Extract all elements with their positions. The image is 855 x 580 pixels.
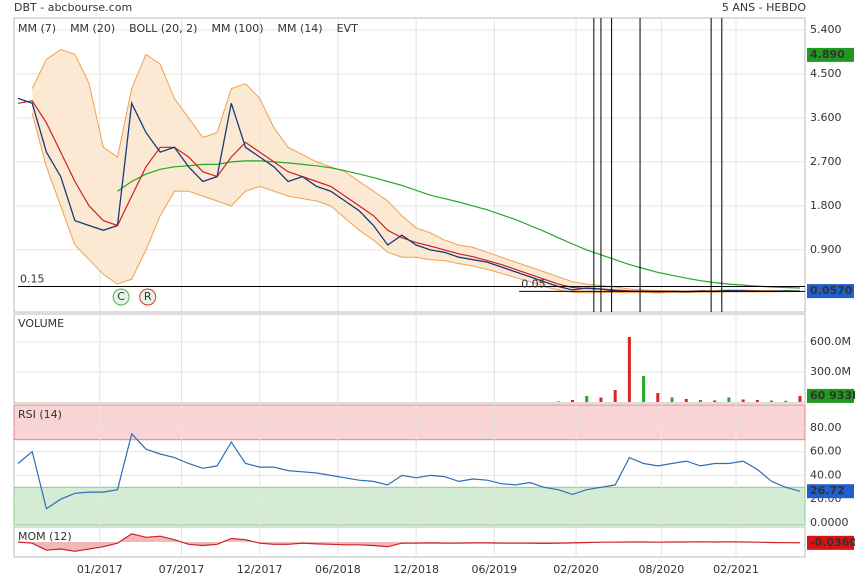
y-tick-label: 3.600 (810, 111, 842, 124)
level-label: 0.15 (20, 273, 45, 286)
mm100-line (117, 160, 801, 289)
volume-bar (698, 400, 702, 402)
y-tick-label: 600.0M (810, 335, 851, 348)
volume-bar (713, 400, 717, 402)
signal-label: C (117, 290, 125, 303)
volume-bar (784, 400, 788, 402)
panel-title: MOM (12) (18, 530, 72, 543)
x-tick-label: 08/2020 (639, 563, 685, 576)
volume-bar (684, 399, 688, 402)
volume-bar (755, 400, 759, 402)
volume-bar (798, 395, 802, 402)
signal-marker (112, 288, 130, 306)
volume-bar (599, 397, 603, 402)
volume-bar (670, 397, 674, 402)
legend-item: MM (14) (278, 22, 323, 35)
bollinger-upper (31, 48, 801, 292)
legend-item: MM (20) (70, 22, 115, 35)
panel (13, 526, 806, 558)
last-value-label: 26.72 (810, 484, 845, 497)
high-label-box (807, 47, 854, 62)
volume-bar (727, 397, 731, 402)
last-price-label: 0.0570 (810, 284, 853, 297)
panel (13, 313, 806, 404)
last-value-label: 60 933K (810, 389, 855, 402)
signal-label: R (144, 290, 152, 303)
last-value-box (807, 388, 854, 403)
y-tick-label: 0.0000 (810, 516, 849, 529)
y-tick-label: 2.700 (810, 155, 842, 168)
level-label: 0.05 (521, 277, 546, 290)
volume-bar (741, 399, 745, 402)
x-tick-label: 07/2017 (159, 563, 205, 576)
volume-bar (571, 400, 575, 402)
last-value-box (807, 535, 854, 550)
high-label: 4.890 (810, 48, 845, 61)
y-tick-label: 4.500 (810, 67, 842, 80)
oversold-zone (13, 486, 806, 526)
legend-item: BOLL (20, 2) (129, 22, 197, 35)
chart-title: DBT - abcbourse.com (14, 1, 132, 14)
y-tick-label: 40.00 (810, 468, 842, 481)
x-tick-label: 12/2018 (393, 563, 439, 576)
legend-item: MM (7) (18, 22, 56, 35)
x-tick-label: 01/2017 (77, 563, 123, 576)
bollinger-lower (31, 112, 801, 294)
period-label: 5 ANS - HEBDO (722, 1, 806, 14)
panel-title: RSI (14) (18, 408, 62, 421)
volume-bar (656, 393, 660, 402)
y-tick-label: 80.00 (810, 421, 842, 434)
y-tick-label: 0.900 (810, 243, 842, 256)
momentum-line (17, 533, 801, 552)
volume-bar (556, 401, 560, 402)
y-tick-label: 5.400 (810, 23, 842, 36)
last-value-box (807, 484, 854, 499)
rsi-line (17, 432, 801, 510)
signal: R (139, 288, 157, 306)
x-tick-label: 12/2017 (237, 563, 283, 576)
x-tick-label: 06/2018 (315, 563, 361, 576)
volume-bar (642, 376, 646, 402)
legend-item: EVT (337, 22, 358, 35)
last-value-label: -0.0360 (810, 536, 855, 549)
legend-item: MM (100) (211, 22, 263, 35)
volume-bar (770, 400, 774, 402)
y-tick-label: 1.800 (810, 199, 842, 212)
overbought-zone (13, 404, 806, 441)
volume-bar (585, 396, 589, 402)
signal-marker (139, 288, 157, 306)
x-tick-label: 02/2021 (713, 563, 759, 576)
y-tick-label: 300.0M (810, 365, 851, 378)
x-tick-label: 06/2019 (471, 563, 517, 576)
x-tick-label: 02/2020 (553, 563, 599, 576)
last-price-label-box (807, 284, 854, 299)
volume-bar (613, 390, 617, 402)
y-tick-label: 60.00 (810, 445, 842, 458)
panel-title: VOLUME (18, 317, 64, 330)
volume-bar (627, 337, 631, 402)
signal: C (112, 288, 130, 306)
panel (13, 17, 806, 313)
momentum-area (18, 533, 800, 552)
